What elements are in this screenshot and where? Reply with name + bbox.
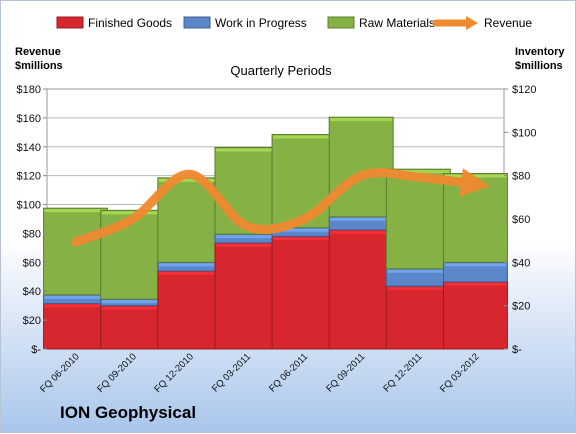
left-axis-title-line1: Revenue [15,46,61,58]
bar-finished-goods [271,235,337,350]
bar-finished-goods [43,303,109,350]
bar-highlight [387,170,450,174]
legend-label: Raw Materials [359,16,435,30]
legend-swatch [183,16,211,29]
bar-highlight [215,243,278,247]
bar-highlight [215,148,278,152]
revenue-line [71,168,490,247]
x-tick-label: FQ 09-2010 [95,351,139,395]
bar-highlight [215,235,278,239]
right-tick-label: $60 [512,214,530,226]
bar-highlight [101,300,164,304]
chart-title: ION Geophysical [60,403,196,422]
bar-highlight [44,295,107,299]
bar-raw-materials [43,207,109,296]
bar-raw-materials [385,168,451,270]
left-tick-label: $180 [17,84,41,96]
bar-highlight [44,209,107,213]
bar-highlight [158,263,221,267]
legend-label: Work in Progress [215,16,307,30]
bar-finished-goods [442,281,508,350]
x-tick-label: FQ 12-2011 [381,351,424,394]
x-tick-label: FQ 12-2010 [152,351,196,395]
bar-highlight [330,217,393,221]
legend-swatch [56,16,84,29]
legend-swatch [327,16,355,29]
bar-highlight [330,118,393,122]
left-tick-label: $- [31,344,41,356]
x-tick-label: FQ 09-2011 [324,351,367,394]
x-tick-label: FQ 03-2011 [210,351,253,394]
left-tick-label: $60 [23,257,41,269]
bar-highlight [444,263,507,267]
legend-arrow-icon [466,16,478,30]
bar-highlight [158,272,221,275]
bar-finished-goods [328,229,394,350]
right-tick-label: $80 [512,171,530,183]
bar-highlight [387,287,450,291]
bar-highlight [273,237,336,241]
left-tick-label: $160 [17,113,41,125]
bar-highlight [101,211,164,215]
x-tick-label: FQ 03-2012 [438,351,482,395]
left-axis-title-line2: $millions [15,60,63,72]
bar-highlight [444,282,507,286]
left-tick-label: $100 [17,200,41,212]
bar-finished-goods [100,305,166,350]
right-axis-title-line2: $millions [515,60,563,72]
bar-highlight [273,228,336,232]
bar-highlight [44,304,107,308]
bar-highlight [158,178,221,182]
bar-highlight [387,269,450,273]
bar-finished-goods [214,242,280,350]
left-tick-label: $20 [23,315,41,327]
bar-raw-materials [328,116,394,218]
bar-finished-goods [385,285,451,350]
bar-finished-goods [157,270,223,350]
bar-highlight [330,230,393,234]
right-tick-label: $20 [512,301,530,313]
legend-label: Revenue [484,16,532,30]
right-tick-label: $120 [512,84,536,96]
chart-subtitle: Quarterly Periods [230,63,332,78]
bar-highlight [273,135,336,139]
x-tick-label: FQ 06-2010 [38,351,82,395]
right-tick-label: $40 [512,257,530,269]
bar-raw-materials [271,134,337,229]
right-axis-title-line1: Inventory [515,46,565,58]
right-tick-label: $- [512,344,522,356]
left-tick-label: $120 [17,171,41,183]
right-tick-label: $100 [512,127,536,139]
legend-label: Finished Goods [88,16,172,30]
bar-raw-materials [214,147,280,235]
left-tick-label: $40 [23,286,41,298]
left-tick-label: $80 [23,228,41,240]
left-tick-label: $140 [17,142,41,154]
x-tick-label: FQ 06-2011 [267,351,310,394]
bar-highlight [101,306,164,310]
